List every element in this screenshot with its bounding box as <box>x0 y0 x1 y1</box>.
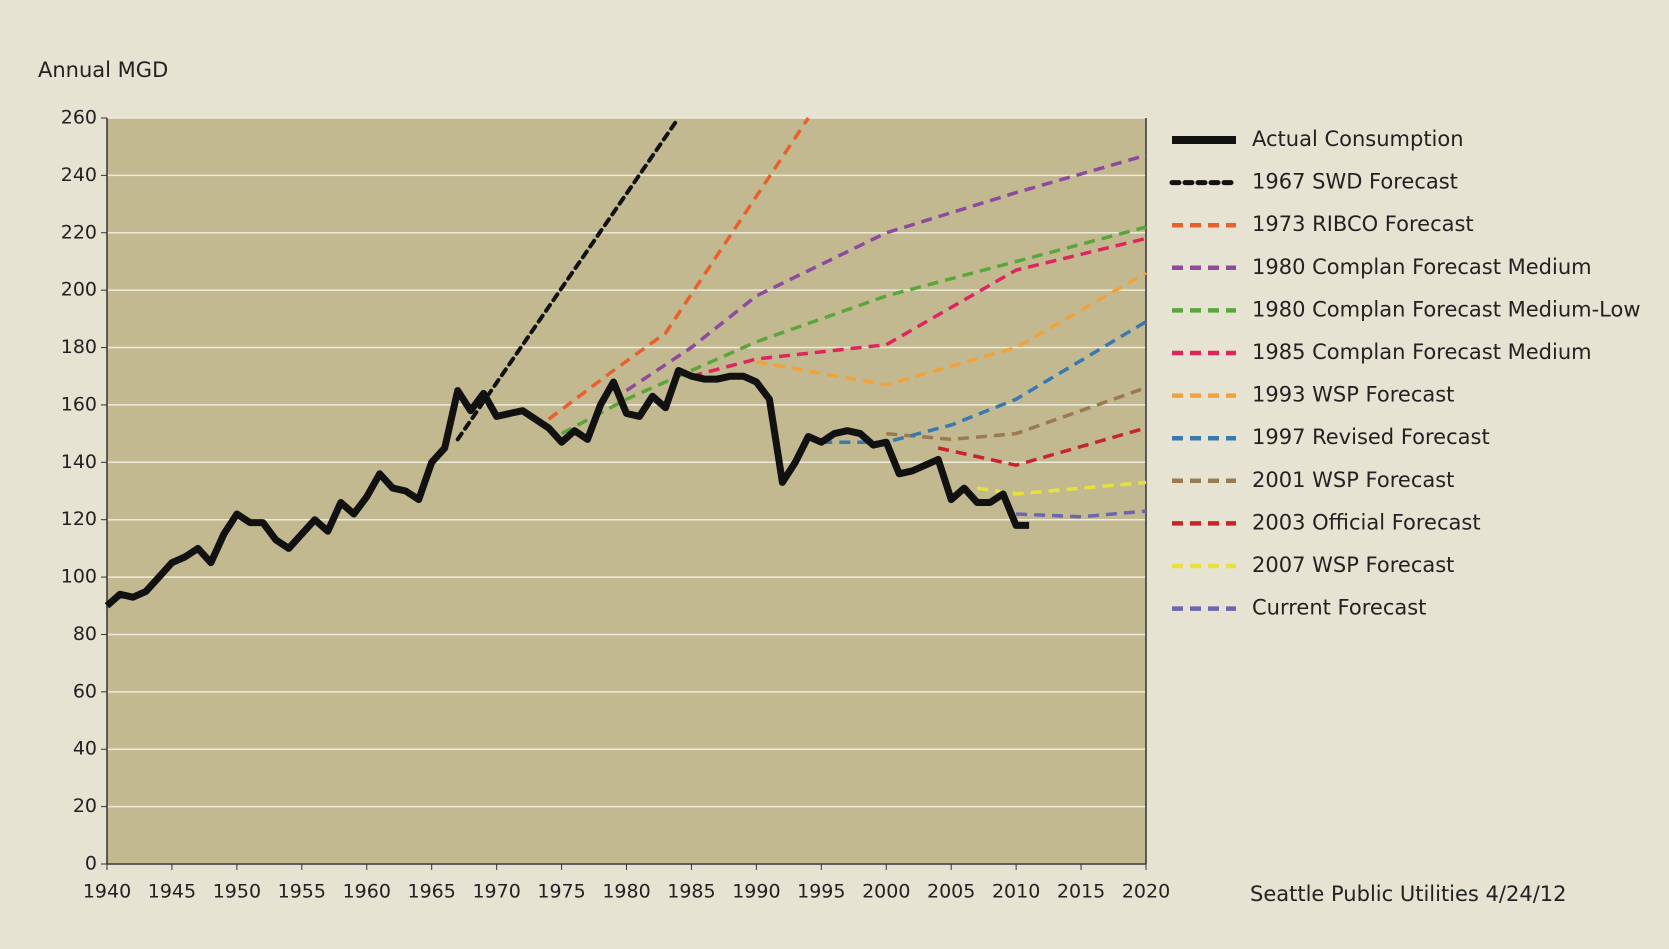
y-tick-label: 200 <box>61 279 97 301</box>
x-tick-label: 1945 <box>148 881 196 903</box>
source-note: Seattle Public Utilities 4/24/12 <box>1250 882 1567 906</box>
series-line <box>547 117 810 421</box>
series-line <box>625 153 1147 393</box>
y-tick-label: 160 <box>61 393 97 415</box>
series-line <box>1016 509 1147 519</box>
y-tick-label: 140 <box>61 451 97 473</box>
legend-label: 2007 WSP Forecast <box>1252 553 1454 577</box>
legend-label: Actual Consumption <box>1252 127 1464 151</box>
series-line <box>937 426 1147 467</box>
x-tick-label: 2020 <box>1122 881 1170 903</box>
x-tick-label: 1995 <box>797 881 845 903</box>
x-tick-label: 1965 <box>408 881 456 903</box>
y-axis-label: Annual MGD <box>38 58 168 82</box>
series-line <box>690 236 1147 378</box>
y-tick-label: 120 <box>61 508 97 530</box>
x-tick-label: 1975 <box>537 881 585 903</box>
legend-label: 1985 Complan Forecast Medium <box>1252 340 1592 364</box>
legend-label: Current Forecast <box>1252 596 1426 620</box>
y-tick-label: 20 <box>73 795 97 817</box>
legend-label: 1997 Revised Forecast <box>1252 425 1490 449</box>
series-line <box>756 271 1147 387</box>
x-tick-label: 1990 <box>732 881 780 903</box>
x-tick-label: 1950 <box>213 881 261 903</box>
x-tick-label: 1980 <box>602 881 650 903</box>
legend-label: 1980 Complan Forecast Medium <box>1252 255 1592 279</box>
series-line <box>455 116 681 442</box>
y-tick-label: 240 <box>61 164 97 186</box>
x-tick-label: 1940 <box>83 881 131 903</box>
legend-label: 2003 Official Forecast <box>1252 510 1481 534</box>
x-tick-label: 2005 <box>927 881 975 903</box>
series-line <box>104 367 1030 609</box>
y-tick-label: 180 <box>61 336 97 358</box>
series-line <box>560 225 1147 436</box>
legend-label: 1993 WSP Forecast <box>1252 383 1454 407</box>
y-tick-label: 60 <box>73 680 97 702</box>
legend-label: 1973 RIBCO Forecast <box>1252 212 1474 236</box>
legend-label: 1967 SWD Forecast <box>1252 170 1458 194</box>
x-tick-label: 1960 <box>343 881 391 903</box>
y-tick-label: 220 <box>61 221 97 243</box>
x-tick-label: 1955 <box>278 881 326 903</box>
x-tick-label: 2010 <box>992 881 1040 903</box>
legend-label: 1980 Complan Forecast Medium-Low <box>1252 297 1641 321</box>
x-tick-label: 2000 <box>862 881 910 903</box>
x-tick-label: 2015 <box>1057 881 1105 903</box>
x-tick-label: 1985 <box>667 881 715 903</box>
y-tick-label: 80 <box>73 623 97 645</box>
y-tick-label: 100 <box>61 566 97 588</box>
legend-label: 2001 WSP Forecast <box>1252 468 1454 492</box>
plot-area <box>107 118 1146 864</box>
y-tick-label: 40 <box>73 738 97 760</box>
series-line <box>976 480 1147 496</box>
x-tick-label: 1970 <box>472 881 520 903</box>
y-tick-label: 0 <box>85 853 97 875</box>
series-line <box>821 320 1147 444</box>
y-tick-label: 260 <box>61 107 97 129</box>
series-line <box>886 386 1147 442</box>
